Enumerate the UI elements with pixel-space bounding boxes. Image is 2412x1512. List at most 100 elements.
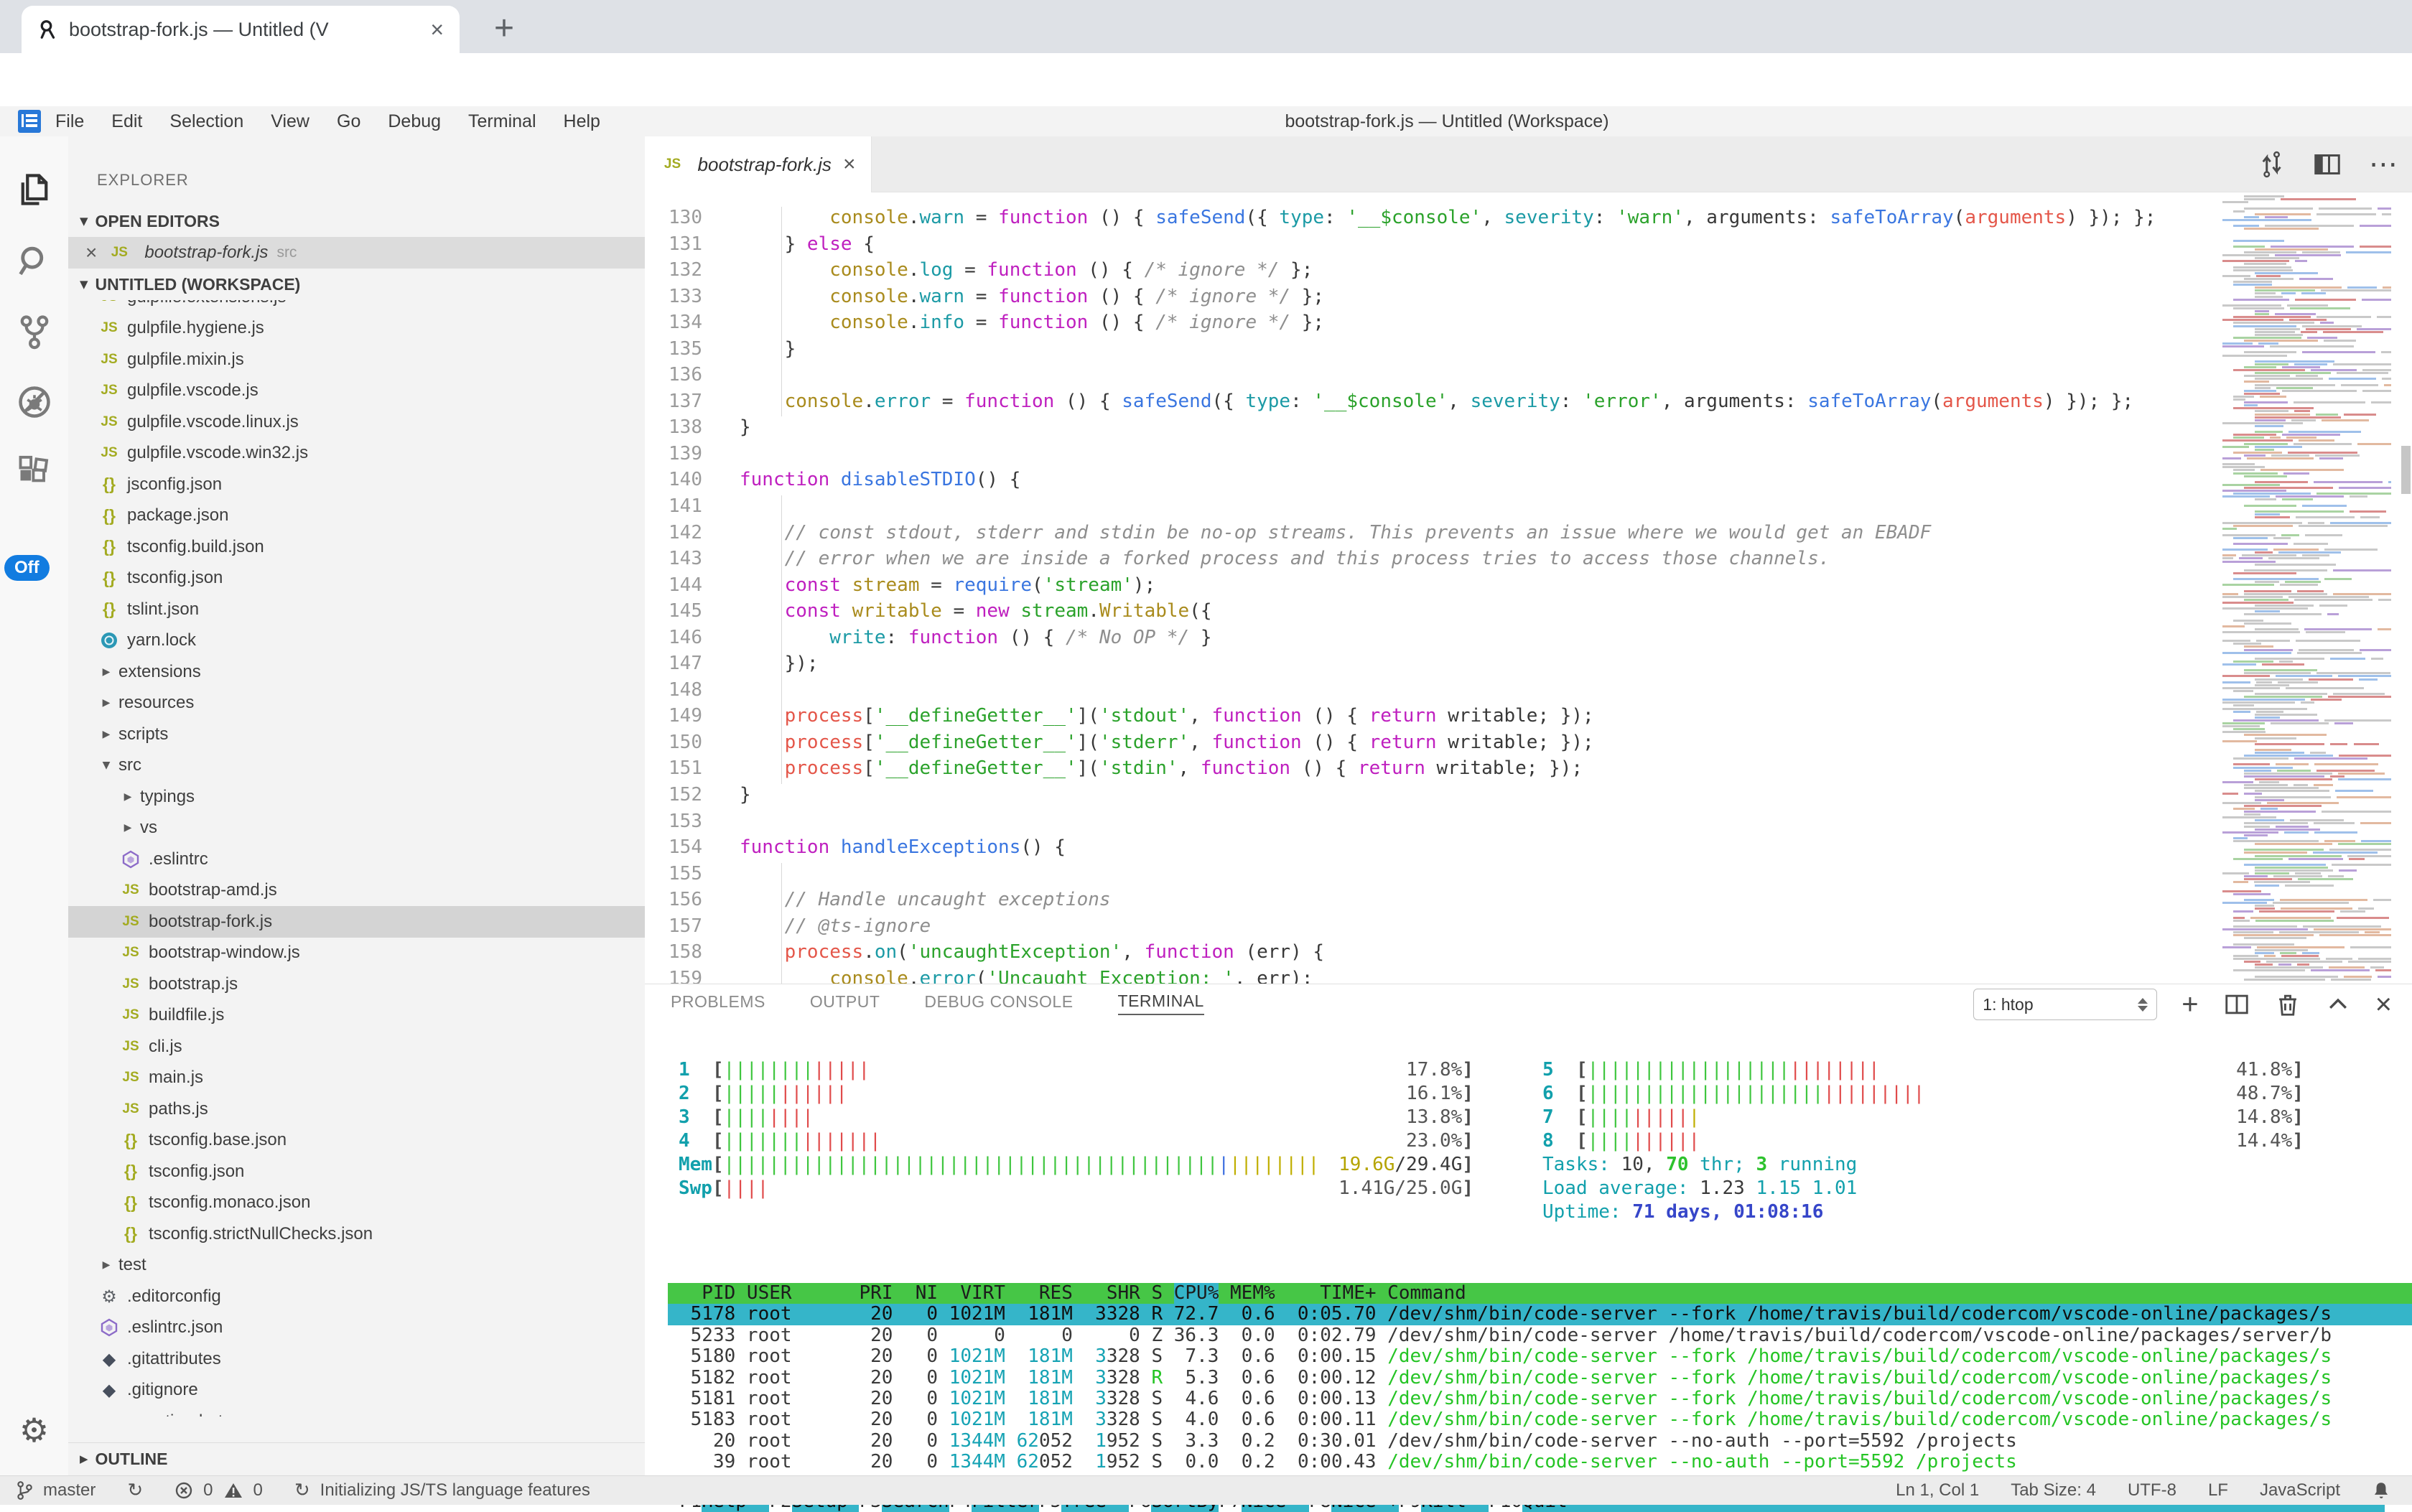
tab-terminal[interactable]: TERMINAL xyxy=(1117,991,1204,1015)
encoding[interactable]: UTF-8 xyxy=(2127,1480,2176,1500)
file-row-.editorconfig[interactable]: ⚙ .editorconfig xyxy=(68,1281,645,1312)
editor-scrollbar[interactable] xyxy=(2401,446,2411,494)
settings-gear-icon[interactable]: ⚙ xyxy=(19,1411,50,1450)
htop-process-table: PID USER PRI NI VIRT RES SHR S CPU% MEM%… xyxy=(668,1283,2412,1473)
sync-icon[interactable]: ↻ xyxy=(127,1480,144,1501)
new-terminal-icon[interactable]: + xyxy=(2181,989,2199,1020)
workspace-header[interactable]: ▼ UNTITLED (WORKSPACE) xyxy=(68,269,645,300)
process-row[interactable]: 5183 root 20 0 1021M 181M 3328 S 4.0 0.6… xyxy=(679,1409,2332,1431)
open-editor-item[interactable]: × JS bootstrap-fork.js src xyxy=(68,237,645,269)
kill-terminal-icon[interactable] xyxy=(2275,991,2301,1018)
code-editor[interactable]: 130 131 132 133 134 135 136 137 138 139 140 141 142 1… xyxy=(645,192,2215,984)
file-row-extensions[interactable]: ▶ extensions xyxy=(68,656,645,688)
tab-output[interactable]: OUTPUT xyxy=(809,991,880,1011)
file-row-gulpfile.vscode.js[interactable]: JS gulpfile.vscode.js xyxy=(68,375,645,407)
menu-edit[interactable]: Edit xyxy=(111,111,143,131)
tab-debug-console[interactable]: DEBUG CONSOLE xyxy=(924,991,1074,1011)
warnings-count[interactable]: 0 xyxy=(253,1480,263,1500)
file-row-tsconfig.base.json[interactable]: {} tsconfig.base.json xyxy=(68,1125,645,1157)
file-row-yarn.lock[interactable]: yarn.lock xyxy=(68,625,645,657)
file-row-paths.js[interactable]: JS paths.js xyxy=(68,1093,645,1125)
process-row[interactable]: 5178 root 20 0 1021M 181M 3328 R 72.7 0.… xyxy=(668,1304,2412,1325)
open-editors-header[interactable]: ▼ OPEN EDITORS xyxy=(80,211,220,230)
off-badge[interactable]: Off xyxy=(4,555,50,581)
file-row-gulpfile.vscode.linux.js[interactable]: JS gulpfile.vscode.linux.js xyxy=(68,406,645,438)
maximize-panel-icon[interactable] xyxy=(2325,991,2351,1017)
notifications-bell-icon[interactable] xyxy=(2372,1480,2390,1501)
branch-name[interactable]: master xyxy=(43,1480,96,1500)
more-actions-icon[interactable]: ⋯ xyxy=(2369,148,2398,181)
file-row-cli.js[interactable]: JS cli.js xyxy=(68,1031,645,1063)
file-row-test[interactable]: ▶ test xyxy=(68,1250,645,1282)
file-row-vs[interactable]: ▶ vs xyxy=(68,813,645,844)
file-row-bootstrap-amd.js[interactable]: JS bootstrap-amd.js xyxy=(68,875,645,907)
cursor-position[interactable]: Ln 1, Col 1 xyxy=(1896,1480,1980,1500)
file-row-tsconfig.monaco.json[interactable]: {} tsconfig.monaco.json xyxy=(68,1187,645,1219)
file-row-tsconfig.json[interactable]: {} tsconfig.json xyxy=(68,563,645,594)
file-row-typings[interactable]: ▶ typings xyxy=(68,781,645,813)
close-icon[interactable]: × xyxy=(85,241,98,263)
tab-size[interactable]: Tab Size: 4 xyxy=(2011,1480,2096,1500)
process-row[interactable]: 39 root 20 0 1344M 62052 1952 S 0.0 0.2 … xyxy=(679,1452,2017,1473)
file-row-gulpfile.vscode.win32.js[interactable]: JS gulpfile.vscode.win32.js xyxy=(68,438,645,470)
file-row-.eslintrc[interactable]: .eslintrc xyxy=(68,844,645,875)
browser-tab[interactable]: bootstrap-fork.js — Untitled (V × xyxy=(22,6,460,53)
file-row-tsconfig.strictNullChecks.json[interactable]: {} tsconfig.strictNullChecks.json xyxy=(68,1218,645,1250)
file-row-jsconfig.json[interactable]: {} jsconfig.json xyxy=(68,469,645,500)
favicon-coder-icon xyxy=(37,19,59,40)
minimap[interactable] xyxy=(2215,192,2391,984)
editor-tab[interactable]: JS bootstrap-fork.js × xyxy=(645,136,872,192)
explorer-icon[interactable] xyxy=(0,171,68,208)
menu-terminal[interactable]: Terminal xyxy=(468,111,536,131)
file-row-src[interactable]: ▼ src xyxy=(68,750,645,782)
errors-count[interactable]: 0 xyxy=(203,1480,213,1500)
file-row-.gitattributes[interactable]: ◆ .gitattributes xyxy=(68,1343,645,1375)
file-row-resources[interactable]: ▶ resources xyxy=(68,688,645,719)
terminal-select[interactable]: 1: htop xyxy=(1973,989,2158,1020)
split-terminal-icon[interactable] xyxy=(2223,991,2250,1018)
file-row-.eslintrc.json[interactable]: .eslintrc.json xyxy=(68,1312,645,1344)
file-row-tsconfig.json[interactable]: {} tsconfig.json xyxy=(68,1156,645,1187)
search-icon[interactable] xyxy=(0,243,68,280)
close-icon[interactable]: × xyxy=(842,152,856,176)
tab-problems[interactable]: PROBLEMS xyxy=(671,991,765,1011)
file-row-bootstrap-window.js[interactable]: JS bootstrap-window.js xyxy=(68,938,645,969)
file-row-scripts[interactable]: ▶ scripts xyxy=(68,719,645,750)
vscode-logo-icon[interactable] xyxy=(17,108,42,134)
file-row-tsconfig.build.json[interactable]: {} tsconfig.build.json xyxy=(68,531,645,563)
toggle-layout-icon[interactable] xyxy=(2257,150,2286,179)
menu-go[interactable]: Go xyxy=(337,111,361,131)
file-row-bootstrap.js[interactable]: JS bootstrap.js xyxy=(68,969,645,1000)
process-row[interactable]: 5181 root 20 0 1021M 181M 3328 S 4.6 0.6… xyxy=(679,1388,2332,1409)
menu-selection[interactable]: Selection xyxy=(169,111,244,131)
file-row-gulpfile.mixin.js[interactable]: JS gulpfile.mixin.js xyxy=(68,344,645,375)
debug-disabled-icon[interactable] xyxy=(0,383,68,421)
menu-debug[interactable]: Debug xyxy=(388,111,442,131)
new-tab-button[interactable]: + xyxy=(494,9,515,47)
source-control-icon[interactable] xyxy=(0,313,68,350)
file-row-buildfile.js[interactable]: JS buildfile.js xyxy=(68,1000,645,1032)
menu-help[interactable]: Help xyxy=(563,111,600,131)
eol[interactable]: LF xyxy=(2207,1480,2228,1500)
process-row[interactable]: 5180 root 20 0 1021M 181M 3328 S 7.3 0.6… xyxy=(679,1346,2332,1368)
process-row[interactable]: 5233 root 20 0 0 0 0 Z 36.3 0.0 0:02.79 … xyxy=(679,1325,2332,1346)
file-row-package.json[interactable]: {} package.json xyxy=(68,500,645,532)
terminal[interactable]: 1[||||||||||||| 17.8%] 2[||||||||||| 16.1%]… xyxy=(645,1022,2412,1512)
file-row-.mention-bot[interactable]: ≡.mention-bot xyxy=(68,1406,645,1417)
process-row[interactable]: 5182 root 20 0 1021M 181M 3328 R 5.3 0.6… xyxy=(679,1367,2332,1389)
language-mode[interactable]: JavaScript xyxy=(2259,1480,2340,1500)
file-row-gulpfile.hygiene.js[interactable]: JS gulpfile.hygiene.js xyxy=(68,313,645,345)
file-row-main.js[interactable]: JS main.js xyxy=(68,1063,645,1094)
menu-file[interactable]: File xyxy=(55,111,85,131)
outline-header[interactable]: ▶ OUTLINE xyxy=(68,1442,645,1475)
tab-close-icon[interactable]: × xyxy=(430,17,444,42)
file-row-bootstrap-fork.js[interactable]: JS bootstrap-fork.js xyxy=(68,906,645,938)
extensions-icon[interactable] xyxy=(0,454,68,491)
menu-view[interactable]: View xyxy=(271,111,309,131)
file-row-tslint.json[interactable]: {} tslint.json xyxy=(68,594,645,625)
close-panel-icon[interactable]: × xyxy=(2375,989,2392,1020)
process-row[interactable]: 20 root 20 0 1344M 62052 1952 S 3.3 0.2 … xyxy=(679,1430,2017,1452)
split-editor-icon[interactable] xyxy=(2313,150,2342,179)
file-row-.gitignore[interactable]: ◆ .gitignore xyxy=(68,1375,645,1406)
